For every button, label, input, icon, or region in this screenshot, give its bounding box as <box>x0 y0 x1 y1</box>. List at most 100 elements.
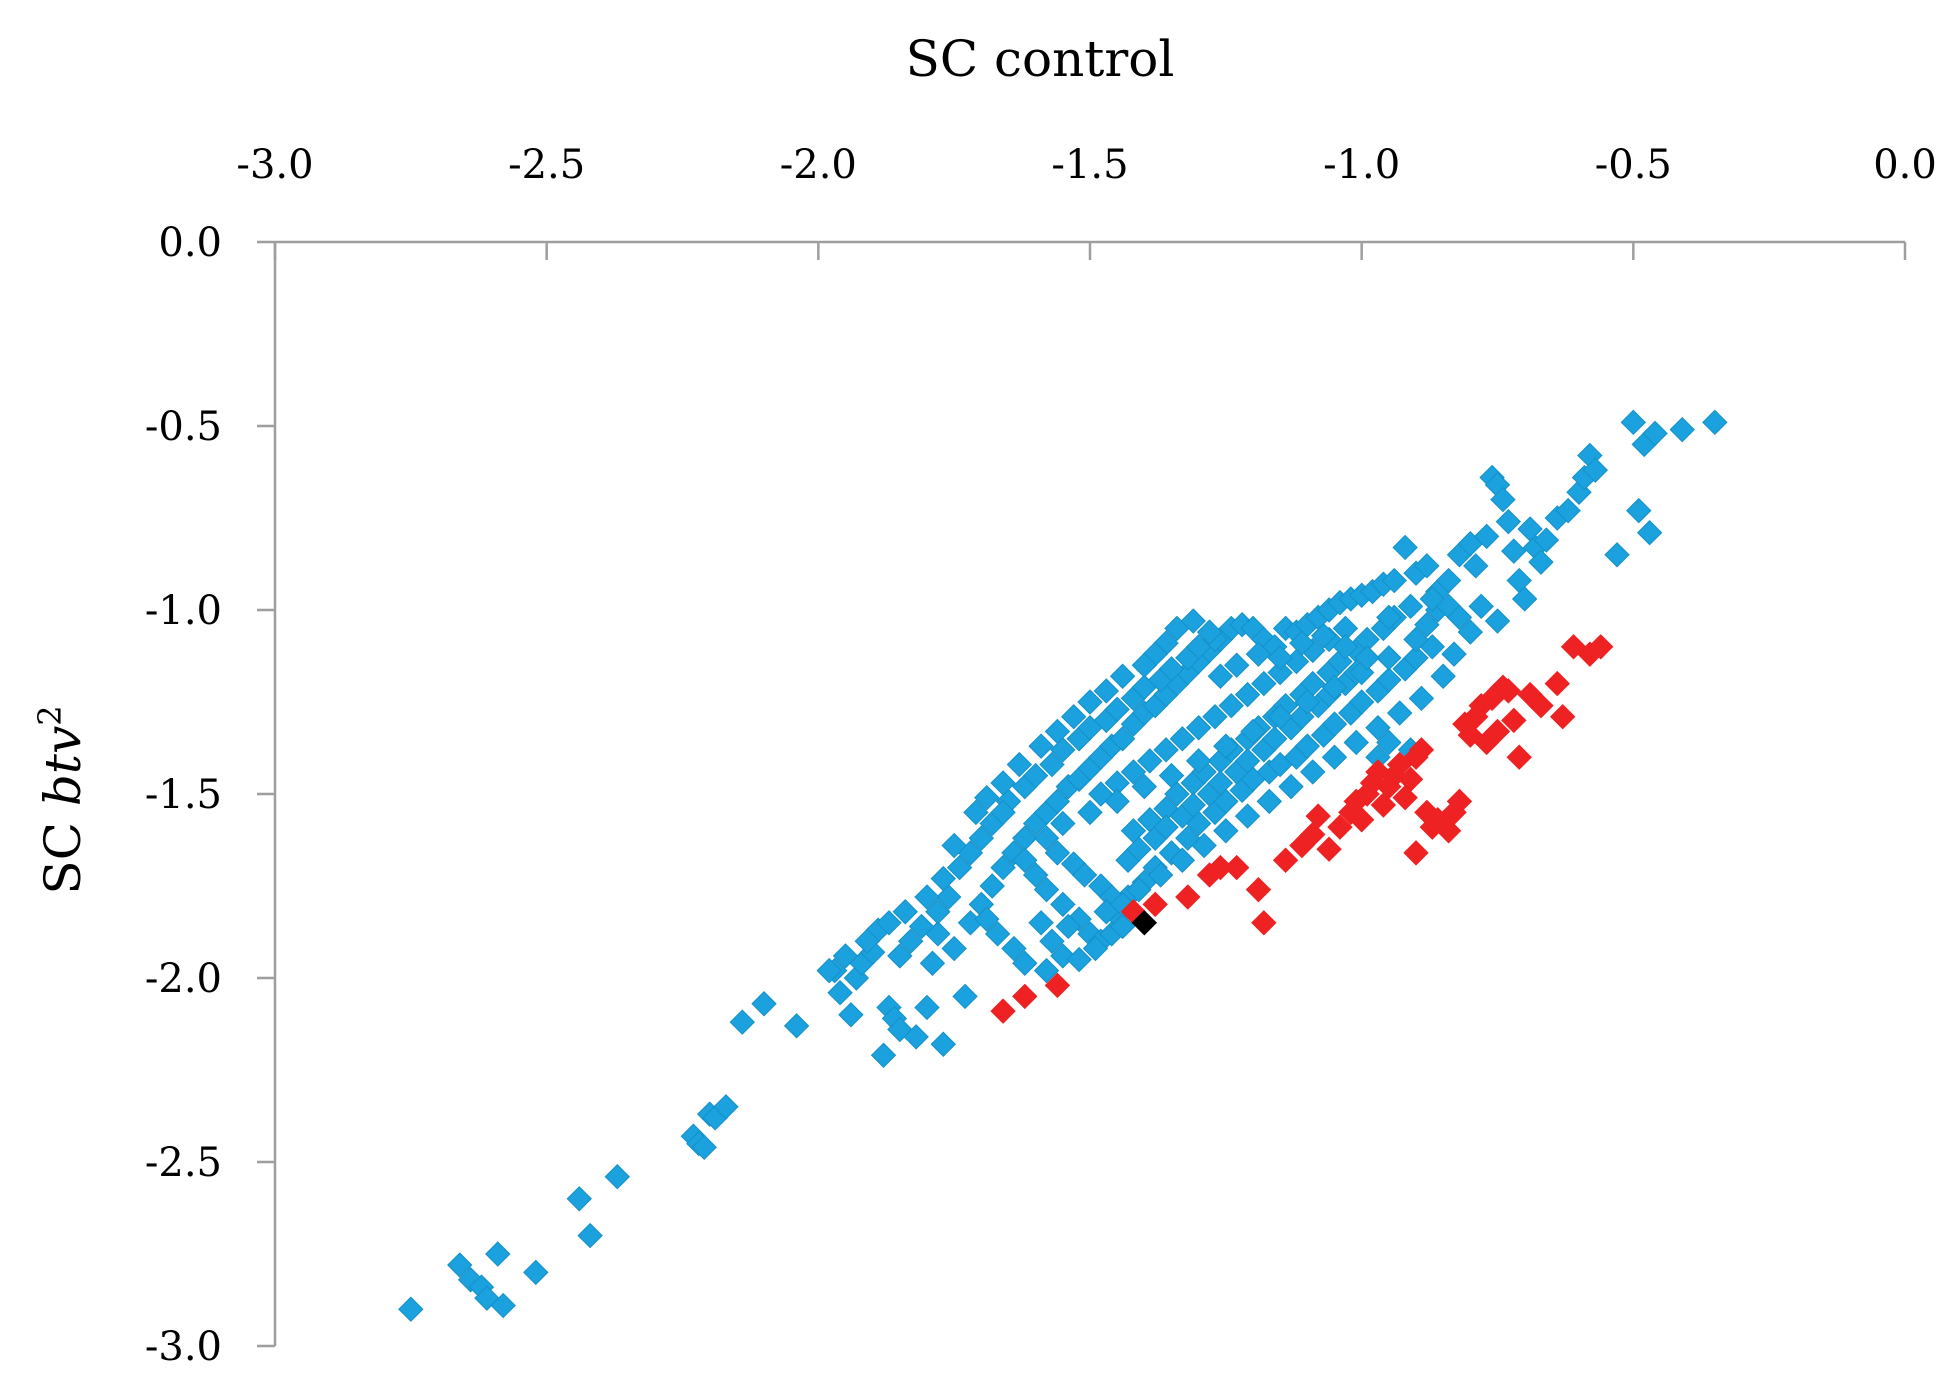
data-point <box>1044 718 1071 745</box>
data-point <box>990 770 1016 796</box>
data-point <box>1267 645 1293 671</box>
data-point <box>1033 825 1060 851</box>
y-tick-label: -2.5 <box>145 1140 222 1186</box>
data-point <box>838 1002 864 1028</box>
x-axis-ticks: -3.0 -2.5 -2.0 -1.5 -1.0 -0.5 0.0 <box>236 142 1937 260</box>
data-point <box>1316 836 1342 862</box>
data-point <box>1131 773 1158 800</box>
data-point <box>919 950 946 976</box>
data-point <box>1289 630 1315 656</box>
data-point <box>1147 862 1174 888</box>
x-tick-label: 0.0 <box>1873 142 1937 188</box>
data-point <box>1626 497 1652 524</box>
data-point <box>1408 685 1435 712</box>
data-point <box>892 899 918 925</box>
data-point <box>485 1241 511 1267</box>
data-point <box>566 1186 592 1212</box>
data-point <box>1169 847 1196 873</box>
data-point <box>1028 910 1054 936</box>
x-tick-label: -3.0 <box>236 142 313 188</box>
data-point <box>1039 928 1065 954</box>
data-point <box>887 943 913 969</box>
data-point <box>1495 678 1522 704</box>
data-point <box>1245 641 1272 667</box>
data-point <box>1001 935 1027 962</box>
y-tick-label: -2.0 <box>145 956 222 1002</box>
data-point <box>990 799 1016 826</box>
data-point <box>1327 814 1353 840</box>
data-point <box>1050 891 1076 918</box>
data-point <box>1044 788 1071 815</box>
data-point <box>1446 604 1473 631</box>
data-point <box>974 784 1000 811</box>
data-point <box>1403 626 1429 653</box>
y-axis-ticks: 0.0 -0.5 -1.0 -1.5 -2.0 -2.5 -3.0 <box>145 220 275 1370</box>
data-point <box>1294 733 1321 759</box>
data-point <box>1175 884 1201 910</box>
data-point <box>1022 762 1049 789</box>
data-point <box>1430 663 1456 689</box>
data-point <box>1555 497 1581 524</box>
data-point <box>1251 670 1277 697</box>
data-point <box>1588 634 1614 660</box>
data-point <box>1153 737 1179 763</box>
data-point <box>447 1252 473 1278</box>
data-point <box>1294 689 1321 715</box>
y-tick-label: -0.5 <box>145 404 222 450</box>
data-point <box>1403 840 1429 866</box>
data-point <box>1376 667 1402 693</box>
data-point <box>1392 784 1418 811</box>
data-point <box>1332 634 1359 660</box>
y-axis-title-prefix: SC <box>34 806 92 894</box>
data-point <box>1223 652 1250 678</box>
data-point <box>903 1024 929 1050</box>
data-point <box>1240 718 1266 745</box>
data-point <box>1267 659 1293 686</box>
data-point <box>876 910 902 936</box>
data-point <box>1310 623 1337 649</box>
data-point <box>1218 692 1244 719</box>
data-point <box>1321 711 1348 737</box>
data-point <box>1033 876 1060 903</box>
y-tick-label: -3.0 <box>145 1324 222 1370</box>
data-point <box>979 873 1005 899</box>
data-point <box>1473 523 1500 550</box>
data-point <box>1300 759 1326 785</box>
data-point <box>1321 674 1348 700</box>
data-point <box>827 980 853 1006</box>
y-axis-title-superscript: 2 <box>31 705 69 725</box>
data-point <box>1060 704 1087 730</box>
data-point <box>1300 821 1326 848</box>
data-point <box>1549 704 1576 730</box>
data-point <box>1185 715 1212 741</box>
data-point <box>1050 810 1076 837</box>
data-point <box>1544 670 1570 697</box>
data-point <box>1012 983 1038 1010</box>
data-point <box>1158 762 1185 789</box>
series-red <box>990 634 1614 1024</box>
data-point <box>1109 913 1136 940</box>
data-point <box>1234 748 1261 774</box>
data-point <box>1441 641 1467 667</box>
data-point <box>1071 862 1098 888</box>
y-tick-label: -1.0 <box>145 588 222 634</box>
data-point <box>1582 457 1609 483</box>
data-point <box>1501 707 1527 734</box>
data-point <box>1153 814 1179 840</box>
data-point <box>1262 726 1288 752</box>
data-point <box>751 991 777 1017</box>
data-point <box>952 983 978 1010</box>
data-point <box>783 1013 810 1039</box>
data-point <box>854 928 880 954</box>
data-point <box>1376 604 1402 631</box>
data-point <box>1495 508 1522 535</box>
data-point <box>490 1292 516 1319</box>
data-point <box>963 799 989 826</box>
data-point <box>1620 409 1647 436</box>
data-point <box>946 854 973 881</box>
data-point <box>1528 692 1554 719</box>
y-axis-title-italic: btv <box>34 726 92 806</box>
data-point <box>990 998 1016 1024</box>
data-point <box>1305 803 1331 829</box>
data-point <box>1354 645 1380 671</box>
